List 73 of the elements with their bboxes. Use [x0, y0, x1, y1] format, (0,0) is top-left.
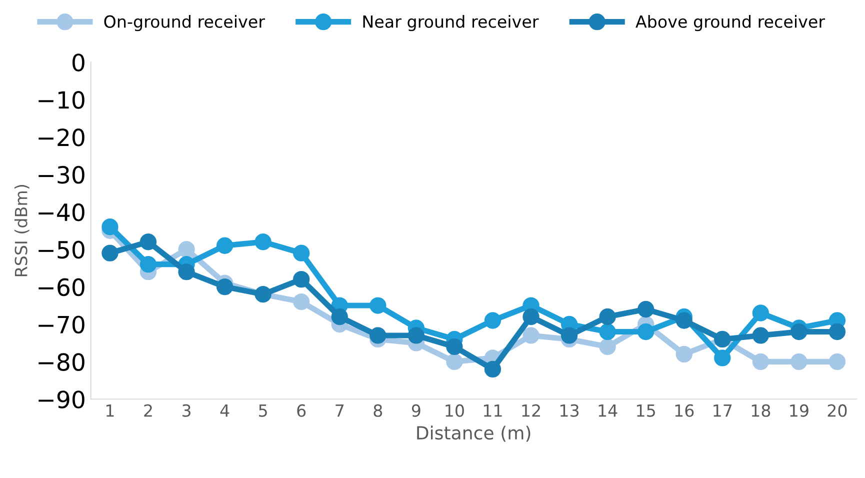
point — [140, 234, 157, 250]
y-tick-label: −10 — [38, 91, 84, 109]
point — [752, 353, 769, 370]
point — [102, 244, 118, 262]
y-tick-label: −90 — [38, 390, 84, 408]
point — [370, 327, 386, 344]
point — [293, 270, 310, 288]
x-tick-label: 4 — [220, 404, 230, 417]
x-tick-label: 2 — [144, 404, 152, 417]
x-tick-label: 18 — [752, 404, 770, 417]
point — [560, 327, 578, 344]
legend-label: On-ground receiver — [104, 15, 265, 32]
point — [484, 360, 502, 378]
x-tick-label: 7 — [336, 404, 344, 417]
point — [446, 338, 463, 356]
point — [599, 308, 616, 326]
y-tick-label: −80 — [38, 353, 84, 371]
point — [254, 234, 272, 250]
point — [216, 278, 234, 296]
x-axis-title: Distance (m) — [417, 426, 530, 442]
y-axis-title: RSSI (dBm) — [14, 184, 30, 276]
x-tick-label: 8 — [374, 404, 382, 417]
y-tick-label: −60 — [38, 278, 84, 296]
x-tick-label: 19 — [790, 404, 808, 417]
point — [484, 312, 502, 329]
y-tick-label: −70 — [38, 316, 84, 334]
y-tick-label: −50 — [38, 240, 84, 259]
point — [370, 297, 386, 314]
point — [446, 353, 463, 370]
point — [522, 327, 540, 344]
point — [828, 353, 846, 370]
point — [828, 323, 846, 340]
legend-label: Near ground receiver — [363, 15, 539, 32]
point — [714, 350, 731, 366]
x-tick-label: 11 — [484, 404, 502, 417]
x-tick-label: 1 — [106, 404, 114, 417]
x-tick-label: 20 — [828, 404, 847, 417]
x-tick-label: 3 — [182, 404, 190, 417]
point — [216, 237, 234, 254]
point — [408, 327, 425, 344]
x-tick-label: 13 — [560, 404, 579, 417]
legend-label: Above ground receiver — [636, 15, 826, 32]
x-tick-label: 9 — [412, 404, 420, 417]
x-tick-label: 10 — [446, 404, 464, 417]
point — [752, 327, 769, 344]
point — [752, 304, 769, 322]
point — [599, 338, 616, 356]
point — [676, 346, 692, 363]
point — [102, 218, 118, 236]
point — [790, 353, 808, 370]
y-tick-label: −40 — [38, 203, 84, 222]
point — [676, 312, 692, 329]
x-tick-label: 5 — [259, 404, 267, 417]
point — [178, 241, 195, 258]
point — [331, 308, 348, 326]
x-tick-label: 15 — [637, 404, 655, 417]
point — [637, 300, 654, 318]
point — [178, 263, 195, 280]
x-tick-label: 6 — [297, 404, 306, 417]
y-tick-label: −20 — [38, 128, 84, 146]
point — [140, 256, 157, 273]
point — [599, 323, 616, 340]
x-tick-label: 12 — [522, 404, 540, 417]
point — [522, 308, 540, 326]
x-tick-label: 17 — [714, 404, 732, 417]
point — [790, 323, 808, 340]
x-tick-label: 14 — [598, 404, 618, 417]
x-tick-label: 16 — [675, 404, 694, 417]
y-tick-label: −30 — [38, 166, 84, 184]
point — [293, 293, 310, 310]
point — [637, 323, 654, 340]
point — [293, 244, 310, 262]
y-tick-label: 0 — [72, 54, 84, 72]
